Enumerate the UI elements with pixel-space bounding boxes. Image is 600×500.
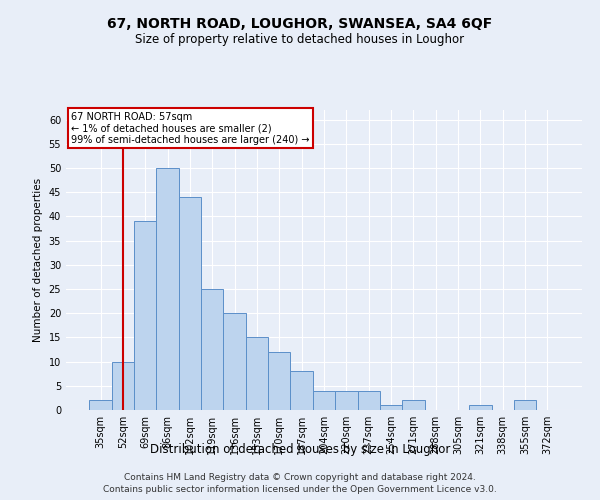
Bar (469, 405, 491, 410)
Bar (358, 390, 380, 410)
Text: Size of property relative to detached houses in Loughor: Size of property relative to detached ho… (136, 32, 464, 46)
Text: Contains public sector information licensed under the Open Government Licence v3: Contains public sector information licen… (103, 485, 497, 494)
Bar (402, 400, 425, 410)
Bar (112, 362, 134, 410)
Bar (246, 338, 268, 410)
Bar (157, 168, 179, 410)
Text: 67 NORTH ROAD: 57sqm
← 1% of detached houses are smaller (2)
99% of semi-detache: 67 NORTH ROAD: 57sqm ← 1% of detached ho… (71, 112, 310, 144)
Bar (223, 313, 246, 410)
Bar (313, 390, 335, 410)
Text: Distribution of detached houses by size in Loughor: Distribution of detached houses by size … (150, 442, 450, 456)
Text: Contains HM Land Registry data © Crown copyright and database right 2024.: Contains HM Land Registry data © Crown c… (124, 472, 476, 482)
Bar (201, 289, 223, 410)
Bar (290, 372, 313, 410)
Y-axis label: Number of detached properties: Number of detached properties (33, 178, 43, 342)
Bar (335, 390, 358, 410)
Bar (268, 352, 290, 410)
Bar (514, 400, 536, 410)
Text: 67, NORTH ROAD, LOUGHOR, SWANSEA, SA4 6QF: 67, NORTH ROAD, LOUGHOR, SWANSEA, SA4 6Q… (107, 18, 493, 32)
Bar (89, 400, 112, 410)
Bar (134, 222, 157, 410)
Bar (380, 405, 402, 410)
Bar (179, 197, 201, 410)
